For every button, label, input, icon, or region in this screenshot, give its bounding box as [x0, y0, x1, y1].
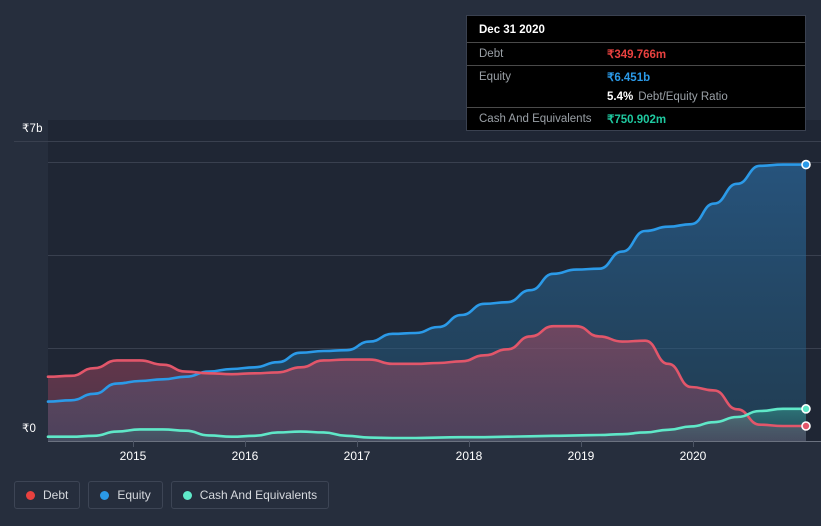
- tooltip-value-debt: ₹349.766m: [607, 49, 667, 61]
- x-axis-label-2017: 2017: [343, 449, 371, 463]
- tooltip-label-equity: Equity: [479, 71, 511, 83]
- legend-label-equity: Equity: [117, 488, 151, 502]
- tooltip-row-equity: Equity ₹6.451b: [467, 65, 805, 88]
- x-axis-label-2019: 2019: [567, 449, 595, 463]
- x-axis-label-2020: 2020: [679, 449, 707, 463]
- legend-item-cash[interactable]: Cash And Equivalents: [170, 481, 330, 509]
- tooltip: Dec 31 2020 Debt ₹349.766m Equity ₹6.451…: [466, 15, 806, 131]
- legend-dot-cash-icon: [182, 490, 192, 500]
- y-axis-label-zero: ₹0: [22, 423, 37, 435]
- endpoint-marker-cash-and-equivalents: [801, 404, 811, 414]
- line-equity: [46, 163, 808, 403]
- area-cash-and-equivalents: [48, 408, 806, 441]
- tooltip-label-ratio: Debt/Equity Ratio: [638, 91, 728, 103]
- legend-dot-debt-icon: [26, 490, 35, 500]
- series-endpoint-markers: [801, 159, 811, 431]
- tooltip-label-debt: Debt: [479, 48, 504, 60]
- x-axis-label-2015: 2015: [119, 449, 147, 463]
- tooltip-value-equity: ₹6.451b: [607, 72, 651, 84]
- legend-dot-equity-icon: [100, 490, 110, 500]
- tooltip-row-cash: Cash And Equivalents ₹750.902m: [467, 107, 805, 130]
- x-axis-ticks: [133, 441, 694, 447]
- y-axis-label-top: ₹7b: [22, 123, 43, 135]
- tooltip-date: Dec 31 2020: [479, 24, 545, 36]
- tooltip-row-debt-equity-ratio: 5.4% Debt/Equity Ratio: [467, 88, 805, 107]
- tooltip-label-cash: Cash And Equivalents: [479, 113, 592, 125]
- endpoint-marker-equity: [801, 159, 811, 170]
- area-debt: [48, 326, 806, 441]
- tooltip-row-debt: Debt ₹349.766m: [467, 42, 805, 65]
- line-cash-and-equivalents: [46, 407, 808, 440]
- plot-area: [14, 141, 821, 447]
- series-layer: [46, 163, 808, 441]
- legend-item-equity[interactable]: Equity: [88, 481, 163, 509]
- legend: Debt Equity Cash And Equivalents: [14, 481, 330, 509]
- legend-item-debt[interactable]: Debt: [14, 481, 81, 509]
- tooltip-value-cash: ₹750.902m: [607, 114, 667, 126]
- x-axis-label-2018: 2018: [455, 449, 483, 463]
- legend-label-debt: Debt: [43, 488, 69, 502]
- line-debt: [46, 324, 808, 428]
- endpoint-marker-debt: [801, 421, 811, 431]
- x-axis-label-2016: 2016: [231, 449, 259, 463]
- legend-label-cash: Cash And Equivalents: [199, 488, 318, 502]
- tooltip-value-ratio: 5.4%: [607, 91, 634, 103]
